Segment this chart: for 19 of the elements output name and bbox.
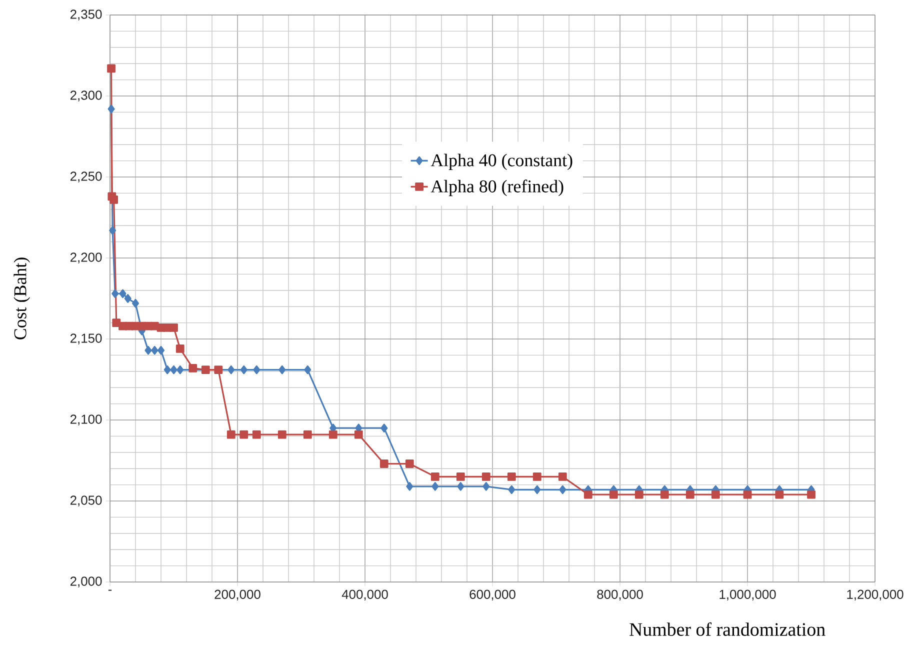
x-tick-label: 400,000	[342, 590, 388, 600]
y-tick-label: 2,200	[70, 252, 102, 264]
x-tick-label: 200,000	[214, 590, 260, 600]
y-axis-title: Cost (Baht)	[14, 258, 30, 340]
y-tick-label: 2,050	[70, 496, 102, 506]
y-tick-label: 2,350	[70, 10, 102, 20]
x-tick-label: -	[108, 590, 112, 591]
legend-label: Alpha 40 (constant)	[430, 154, 572, 170]
y-tick-label: 2,250	[70, 172, 102, 182]
y-tick-label: 2,100	[70, 414, 102, 426]
y-tick-label: 2,300	[70, 90, 102, 102]
x-tick-label: 1,200,000	[847, 590, 904, 600]
x-tick-label: 1,000,000	[720, 590, 776, 600]
y-tick-label: 2,150	[70, 334, 102, 344]
legend-label: Alpha 80 (refined)	[430, 180, 564, 196]
x-tick-label: 800,000	[597, 590, 643, 600]
x-tick-label: 600,000	[470, 590, 516, 600]
y-tick-label: 2,000	[70, 576, 102, 588]
x-axis-title: Number of randomization	[630, 622, 826, 636]
